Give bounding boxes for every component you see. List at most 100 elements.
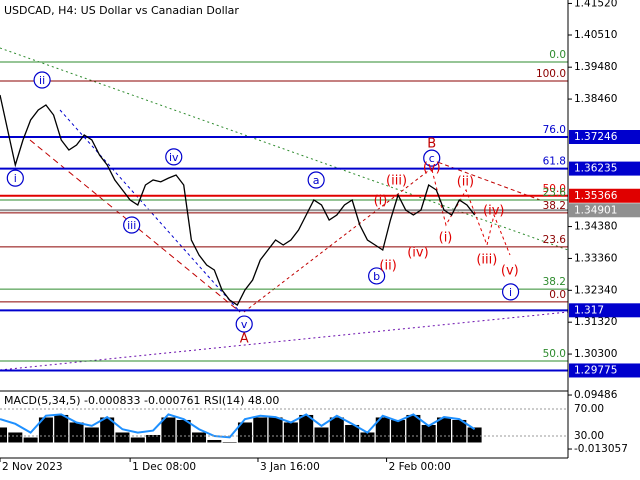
macd-bar [115, 432, 130, 443]
level-label: 61.8 [543, 156, 566, 168]
wave-label: (iv) [483, 204, 504, 219]
macd-bar [0, 427, 7, 443]
rsi-tick-label: 70.00 [574, 403, 604, 415]
y-tick-label: 1.38460 [574, 93, 617, 105]
macd-bar [467, 427, 482, 443]
level-label: 50.0 [543, 348, 566, 360]
level-label: 100.0 [536, 68, 566, 80]
wave-circle [368, 267, 386, 285]
wave-circle [501, 283, 520, 301]
rsi-line [0, 413, 476, 439]
wave-circle [123, 216, 141, 234]
price-box-label: 1.34901 [574, 204, 617, 216]
price-box [569, 188, 640, 203]
x-tick-label: 3 Jan 16:00 [260, 461, 320, 473]
wave-label: i [509, 286, 512, 299]
price-line [0, 94, 476, 306]
macd-bar [253, 417, 268, 443]
wave-label: B [427, 137, 436, 152]
price-box [569, 161, 640, 176]
wave-circle [33, 71, 51, 89]
macd-tick-label: -0.013057 [574, 443, 628, 455]
level-label: 38.2 [543, 276, 566, 288]
y-tick-label: 1.33360 [574, 252, 617, 264]
macd-bar [237, 422, 252, 443]
y-tick-label: 1.31320 [574, 316, 617, 328]
macd-bar [176, 419, 191, 443]
wave-label: (ii) [379, 259, 396, 274]
chart-title: USDCAD, H4: US Dollar vs Canadian Dollar [4, 4, 239, 17]
x-tick-label: 1 Dec 08:00 [132, 461, 196, 473]
level-label: 38.2 [543, 200, 566, 212]
macd-bar [268, 417, 283, 443]
trend-line [0, 47, 569, 251]
level-label: 23.6 [543, 187, 567, 199]
wave-label: (i) [374, 194, 388, 209]
y-tick-label: 1.39480 [574, 61, 617, 73]
y-tick-label: 1.30300 [574, 348, 617, 360]
wave-label: a [313, 174, 320, 187]
y-tick-label: 1.32340 [574, 284, 617, 296]
macd-bar [207, 439, 222, 443]
macd-bar [23, 437, 38, 443]
wave-label: (v) [501, 264, 519, 279]
wave-label: (ii) [457, 174, 474, 189]
x-tick-label: 2 Feb 00:00 [389, 461, 451, 473]
macd-bar [69, 422, 84, 443]
wave-label: A [240, 331, 249, 346]
macd-bar [100, 417, 115, 443]
macd-tick-label: 0.09486 [574, 389, 618, 401]
wave-path [431, 169, 511, 256]
price-box [569, 303, 640, 318]
price-box-label: 1.36235 [574, 163, 617, 175]
wave-label: b [373, 270, 380, 283]
wave-label: ii [39, 74, 45, 87]
macd-bar [8, 432, 23, 443]
macd-bar [452, 419, 467, 443]
price-box [569, 363, 640, 378]
wave-label: v [241, 318, 248, 331]
wave-circle [235, 315, 253, 333]
wave-label: (v) [423, 160, 441, 175]
wave-label: iii [127, 219, 136, 232]
rsi-tick-label: 30.00 [574, 430, 604, 442]
level-label: 0.0 [549, 289, 566, 301]
macd-bar [375, 417, 390, 443]
level-label: 0.0 [549, 49, 566, 61]
macd-bar [421, 424, 436, 443]
price-box [569, 203, 640, 218]
wave-circle [165, 148, 183, 166]
wave-circle [307, 171, 325, 189]
x-tick-label: 2 Nov 2023 [2, 461, 63, 473]
macd-bar [146, 434, 161, 443]
macd-bar [345, 424, 360, 443]
level-label: 23.6 [543, 234, 567, 246]
macd-bar [130, 437, 145, 443]
macd-bar [283, 422, 298, 443]
trend-line [431, 159, 541, 201]
macd-bar [54, 414, 69, 443]
wave-label: (iii) [386, 174, 407, 189]
wave-label: (iii) [476, 253, 497, 268]
wave-label: (iv) [407, 245, 428, 260]
level-label: 50.0 [543, 183, 566, 195]
price-box-label: 1.37246 [574, 131, 618, 143]
wave-circle [423, 149, 441, 167]
price-box-label: 1.35366 [574, 190, 618, 202]
y-tick-label: 1.40510 [574, 29, 617, 41]
price-box [569, 130, 640, 144]
macd-bar [391, 419, 406, 443]
indicator-label: MACD(5,34,5) -0.000833 -0.000761 RSI(14)… [4, 394, 279, 407]
macd-bar [192, 432, 207, 443]
price-box-label: 1.317 [574, 304, 604, 316]
macd-bar [314, 427, 329, 443]
macd-bar [161, 417, 176, 443]
wave-label: iv [169, 151, 179, 164]
wave-label: (i) [439, 230, 453, 245]
level-label: 76.0 [543, 124, 566, 136]
wave-label: c [429, 152, 435, 165]
y-tick-label: 1.41520 [574, 0, 617, 9]
macd-bar [360, 432, 375, 443]
